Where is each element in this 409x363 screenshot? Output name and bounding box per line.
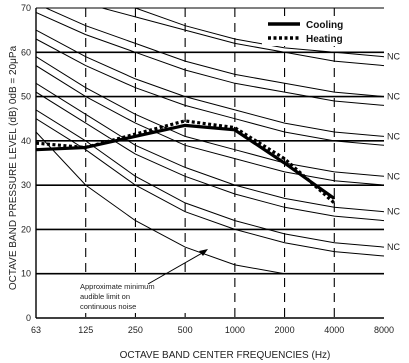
y-tick-label-40: 40	[21, 136, 31, 146]
intermediate-curve-4	[36, 65, 384, 186]
x-axis-title: OCTAVE BAND CENTER FREQUENCIES (Hz)	[120, 350, 331, 361]
y-tick-label-20: 20	[21, 224, 31, 234]
series-point-heating-125	[84, 146, 86, 149]
series-point-heating-4000	[333, 202, 336, 204]
series-point-heating-1000	[233, 126, 236, 129]
y-axis-title: OCTAVE BAND PRESSURE LEVEL (dB) 0dB = 20…	[8, 45, 19, 290]
series-point-heating-2000	[283, 157, 286, 160]
nc-curve-label-5: NC	[387, 207, 400, 217]
y-tick-label-70: 70	[21, 3, 31, 13]
intermediate-curve-2	[36, 11, 384, 106]
nc-curve-label-3: NC	[387, 131, 400, 141]
y-tick-label-60: 60	[21, 47, 31, 57]
legend-box	[262, 16, 384, 46]
axis-layer: 0 10 20 30 40 50 60 70 63 125 250 500 1000 2000 4000 80…	[21, 3, 401, 335]
series-point-cooling-4000	[333, 197, 336, 200]
legend-heating-label: Heating	[306, 34, 343, 45]
x-tick-label-500: 500	[178, 325, 193, 335]
annotation-line-3: continuous noise	[80, 302, 136, 311]
plot-layer	[36, 8, 384, 318]
series-point-cooling-250	[134, 135, 136, 138]
intermediate-curve-3	[36, 38, 384, 146]
annotation-arrowhead	[199, 249, 208, 256]
y-tick-label-10: 10	[21, 269, 31, 279]
nc-curve-label-4: NC	[387, 171, 400, 181]
y-tick-label-30: 30	[21, 180, 31, 190]
nc-curve-5	[36, 82, 384, 213]
annotation-arrow	[147, 251, 205, 285]
nc-curve-2	[44, 8, 384, 98]
series-point-heating-250	[134, 133, 136, 135]
annotation-line-2: audible limit on	[80, 292, 130, 301]
y-tick-label-50: 50	[21, 92, 31, 102]
nc-curve-1	[133, 8, 384, 58]
x-tick-label-4000: 4000	[324, 325, 344, 335]
nc-curve-label-1: NC	[387, 52, 400, 62]
annotation-line-1: Approximate minimum	[80, 282, 155, 291]
intermediate-curve-1	[100, 8, 384, 67]
nc-curve-4	[36, 56, 384, 177]
x-tick-label-63: 63	[31, 325, 41, 335]
x-tick-label-8000: 8000	[374, 325, 394, 335]
legend-cooling-label: Cooling	[306, 20, 343, 31]
annotation-box	[76, 277, 204, 313]
series-point-cooling-500	[184, 124, 186, 127]
x-tick-label-250: 250	[128, 325, 143, 335]
series-point-heating-500	[184, 120, 186, 122]
x-tick-label-2000: 2000	[275, 325, 295, 335]
nc-curve-label-2: NC	[387, 92, 400, 102]
intermediate-curve-6	[36, 118, 384, 257]
x-tick-label-1000: 1000	[225, 325, 245, 335]
intermediate-curve-5	[36, 91, 384, 222]
y-tick-label-0: 0	[26, 313, 31, 323]
series-point-cooling-2000	[283, 162, 286, 164]
x-tick-label-125: 125	[78, 325, 93, 335]
nc-curve-3	[36, 29, 384, 137]
audible-limit-curve	[36, 131, 384, 275]
legend: Cooling Heating	[262, 16, 384, 46]
plot-area	[36, 8, 384, 318]
audible-limit-annotation: Approximate minimum audible limit on con…	[76, 249, 208, 313]
nc-curve-label-6: NC	[387, 242, 400, 252]
